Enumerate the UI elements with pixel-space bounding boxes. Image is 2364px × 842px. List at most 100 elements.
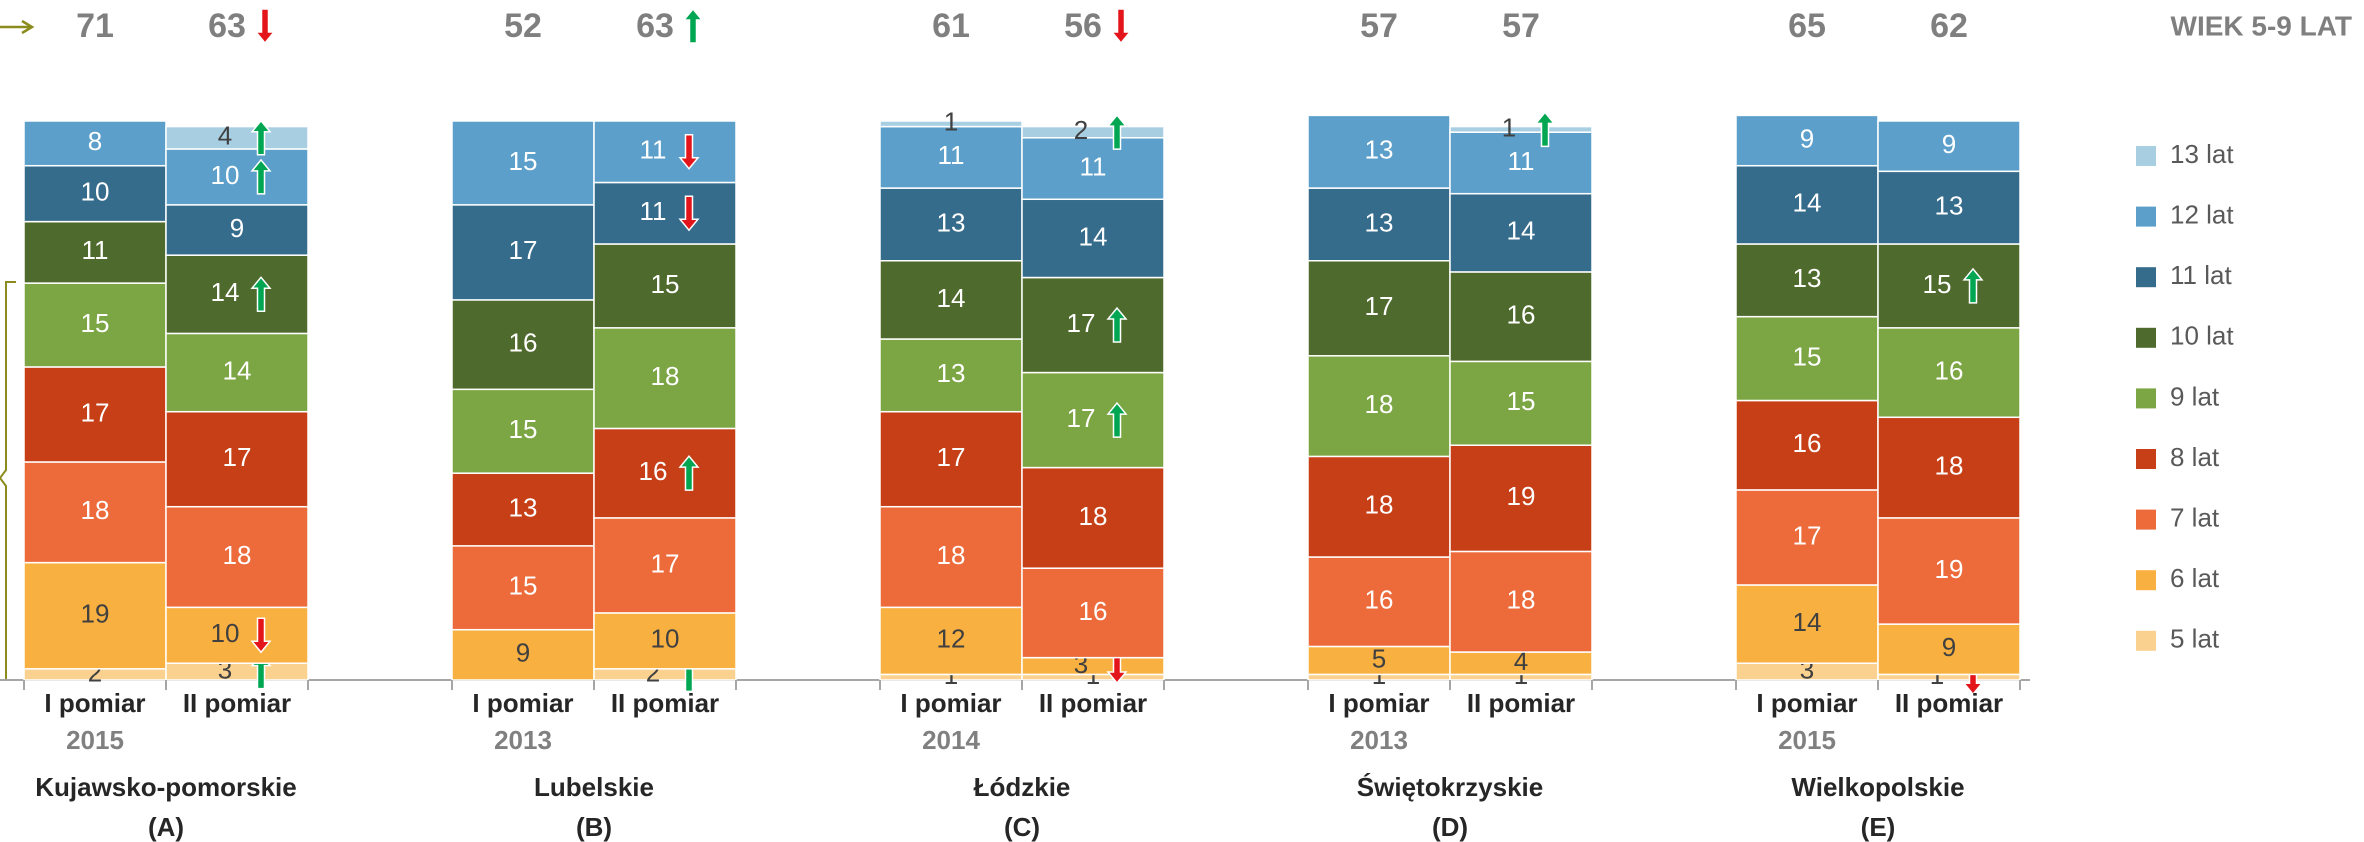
group-name: Lubelskie bbox=[534, 772, 654, 802]
segment-label: 17 bbox=[1067, 403, 1096, 433]
segment-label: 15 bbox=[1507, 386, 1536, 416]
group-name: Łódzkie bbox=[974, 772, 1071, 802]
segment-label: 16 bbox=[509, 327, 538, 357]
segment-label: 18 bbox=[1507, 585, 1536, 615]
segment-label: 15 bbox=[81, 308, 110, 338]
x-tick-label: II pomiar bbox=[1467, 688, 1575, 718]
header: WIEK 5-9 LAT bbox=[2171, 10, 2352, 41]
x-tick-label: I pomiar bbox=[1328, 688, 1429, 718]
segment-label: 14 bbox=[211, 277, 240, 307]
segment-label: 12 bbox=[937, 624, 966, 654]
bar-segment bbox=[879, 120, 1023, 128]
bar-segment bbox=[1877, 120, 2021, 173]
year-label: 2013 bbox=[1350, 725, 1408, 755]
segment-label: 13 bbox=[1793, 263, 1822, 293]
bar-segment bbox=[1307, 556, 1451, 648]
bar-segment bbox=[1735, 243, 1879, 318]
bar-segment bbox=[1877, 327, 2021, 419]
segment-label: 19 bbox=[1935, 554, 1964, 584]
segment-label: 17 bbox=[1067, 308, 1096, 338]
legend-swatch bbox=[2136, 206, 2156, 227]
segment-label: 14 bbox=[937, 283, 966, 313]
x-tick-label: I pomiar bbox=[900, 688, 1001, 718]
x-tick-label: II pomiar bbox=[611, 688, 719, 718]
segment-label: 11 bbox=[82, 235, 109, 265]
bar-segment bbox=[165, 125, 309, 150]
segment-label: 9 bbox=[1942, 129, 1956, 159]
bar-segment bbox=[451, 299, 595, 391]
trend-arrow bbox=[678, 133, 700, 170]
trend-arrow bbox=[1106, 401, 1128, 438]
trend-arrow bbox=[250, 119, 272, 156]
total-label: 63 bbox=[208, 7, 246, 45]
bar-segment bbox=[451, 545, 595, 631]
group-name: Świętokrzyskie bbox=[1357, 772, 1543, 802]
bar-segment bbox=[1449, 271, 1593, 363]
segment-label: 4 bbox=[1514, 646, 1528, 676]
year-label: 2013 bbox=[494, 725, 552, 755]
segment-label: 18 bbox=[1365, 389, 1394, 419]
segment-label: 9 bbox=[1800, 123, 1814, 153]
bar-segment bbox=[879, 125, 1023, 189]
segment-label: 9 bbox=[516, 638, 530, 668]
segment-label: 19 bbox=[81, 599, 110, 629]
group-letter: (B) bbox=[576, 812, 612, 842]
total-label: 57 bbox=[1360, 7, 1398, 45]
group-letter: (A) bbox=[148, 812, 184, 842]
bar-segment bbox=[1735, 489, 1879, 586]
legend-label: 12 lat bbox=[2170, 199, 2234, 229]
bar-segment bbox=[1449, 360, 1593, 446]
bar-segment bbox=[165, 254, 309, 335]
segment-label: 13 bbox=[937, 358, 966, 388]
bar-segment bbox=[23, 220, 167, 284]
bar-segment bbox=[1735, 114, 1879, 167]
segment-label: 9 bbox=[230, 213, 244, 243]
year-label: 2015 bbox=[1778, 725, 1836, 755]
trend-arrow bbox=[1534, 111, 1556, 148]
bar-segment bbox=[879, 260, 1023, 340]
x-tick-label: I pomiar bbox=[44, 688, 145, 718]
bar-segment bbox=[1021, 371, 1165, 469]
segment-label: 13 bbox=[937, 207, 966, 237]
total-label: 57 bbox=[1502, 7, 1540, 45]
total-label: 56 bbox=[1064, 7, 1102, 45]
segment-label: 1 bbox=[1502, 112, 1516, 142]
trend-arrow bbox=[250, 617, 272, 654]
legend-label: 7 lat bbox=[2170, 502, 2220, 532]
segment-label: 9 bbox=[1942, 632, 1956, 662]
bar-segment bbox=[165, 410, 309, 508]
bar-segment bbox=[1021, 137, 1165, 201]
segment-label: 13 bbox=[1935, 191, 1964, 221]
trend-arrow bbox=[682, 7, 704, 44]
segment-label: 14 bbox=[1793, 188, 1822, 218]
group-name: Wielkopolskie bbox=[1791, 772, 1964, 802]
legend-swatch bbox=[2136, 630, 2156, 651]
segment-label: 14 bbox=[223, 355, 252, 385]
bar-segment bbox=[1877, 623, 2021, 676]
segment-label: 13 bbox=[509, 492, 538, 522]
bar-segment bbox=[593, 181, 737, 245]
bar-segment bbox=[593, 517, 737, 614]
trend-arrow bbox=[250, 276, 272, 313]
trend-arrow bbox=[1106, 306, 1128, 343]
segment-label: 15 bbox=[651, 269, 680, 299]
bar-segment bbox=[1021, 198, 1165, 279]
segment-label: 10 bbox=[651, 624, 680, 654]
total-label: 61 bbox=[932, 7, 970, 45]
segment-label: 11 bbox=[640, 135, 667, 165]
segment-label: 11 bbox=[938, 140, 965, 170]
legend-swatch bbox=[2136, 388, 2156, 409]
segment-label: 10 bbox=[211, 618, 240, 648]
bar-segment bbox=[1307, 114, 1451, 189]
bar-segment bbox=[451, 388, 595, 474]
year-label: 2014 bbox=[922, 725, 980, 755]
total-label: 71 bbox=[76, 7, 114, 45]
segment-label: 17 bbox=[223, 442, 252, 472]
segment-label: 17 bbox=[1793, 520, 1822, 550]
segment-label: 19 bbox=[1507, 481, 1536, 511]
bar-segment bbox=[593, 243, 737, 329]
year-label: 2015 bbox=[66, 725, 124, 755]
segment-label: 18 bbox=[651, 361, 680, 391]
legend-label: 5 lat bbox=[2170, 624, 2220, 654]
bar-segment bbox=[879, 505, 1023, 609]
